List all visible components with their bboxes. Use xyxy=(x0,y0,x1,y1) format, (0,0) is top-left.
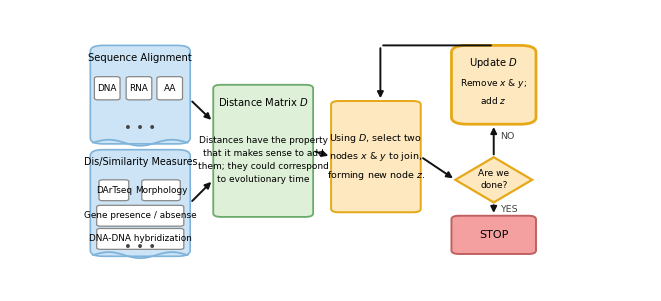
FancyBboxPatch shape xyxy=(99,180,129,201)
Text: Using $D$, select two
nodes $x$ & $y$ to join,
forming new node $z$.: Using $D$, select two nodes $x$ & $y$ to… xyxy=(327,132,425,182)
FancyBboxPatch shape xyxy=(157,77,182,100)
Text: STOP: STOP xyxy=(479,230,508,240)
FancyBboxPatch shape xyxy=(331,101,420,212)
FancyBboxPatch shape xyxy=(97,205,184,226)
Text: AA: AA xyxy=(163,84,176,93)
Text: Gene presence / absense: Gene presence / absense xyxy=(84,211,196,220)
Text: Dis/Similarity Measures: Dis/Similarity Measures xyxy=(83,157,197,167)
Text: Distance Matrix $D$: Distance Matrix $D$ xyxy=(218,96,309,108)
FancyBboxPatch shape xyxy=(451,45,536,124)
Text: YES: YES xyxy=(500,205,518,214)
Polygon shape xyxy=(455,157,532,202)
Text: Sequence Alignment: Sequence Alignment xyxy=(89,53,192,63)
FancyBboxPatch shape xyxy=(95,77,120,100)
Text: DArTseq: DArTseq xyxy=(96,186,132,195)
Text: Distances have the property
that it makes sense to add
them; they could correspo: Distances have the property that it make… xyxy=(198,136,329,184)
FancyBboxPatch shape xyxy=(126,77,152,100)
FancyBboxPatch shape xyxy=(91,45,190,144)
FancyBboxPatch shape xyxy=(97,228,184,249)
Text: Remove $x$ & $y$;
add $z$: Remove $x$ & $y$; add $z$ xyxy=(460,77,527,106)
Text: Are we
done?: Are we done? xyxy=(478,169,509,190)
Text: • • •: • • • xyxy=(124,240,156,253)
Text: DNA-DNA hybridization: DNA-DNA hybridization xyxy=(89,234,192,244)
Text: • • •: • • • xyxy=(124,122,156,135)
Text: DNA: DNA xyxy=(97,84,117,93)
FancyBboxPatch shape xyxy=(451,216,536,254)
Text: Morphology: Morphology xyxy=(135,186,187,195)
FancyBboxPatch shape xyxy=(214,85,313,217)
Text: NO: NO xyxy=(500,132,514,141)
Text: RNA: RNA xyxy=(130,84,149,93)
FancyBboxPatch shape xyxy=(142,180,180,201)
Text: Update $D$: Update $D$ xyxy=(469,56,518,70)
FancyBboxPatch shape xyxy=(91,150,190,256)
